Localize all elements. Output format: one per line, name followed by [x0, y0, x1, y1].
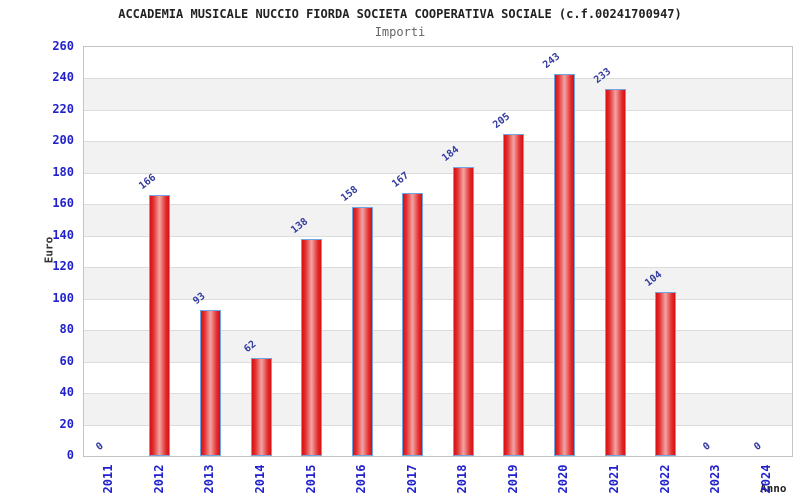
plot-band: [84, 78, 792, 110]
x-tick-label-2022: 2022: [658, 464, 672, 494]
plot-band: [84, 236, 792, 267]
bar-2018: [453, 167, 474, 456]
plot-band: [84, 204, 792, 236]
y-tick-label: 240: [52, 70, 74, 84]
x-tick-label-2011: 2011: [101, 464, 115, 494]
chart-title: ACCADEMIA MUSICALE NUCCIO FIORDA SOCIETA…: [118, 7, 682, 21]
x-tick-label-2016: 2016: [354, 464, 368, 494]
bar-2019: [503, 134, 524, 456]
bar-2015: [301, 239, 322, 456]
y-tick-label: 120: [52, 259, 74, 273]
bar-2016: [352, 207, 373, 456]
y-tick-label: 160: [52, 196, 74, 210]
x-tick-label-2012: 2012: [152, 464, 166, 494]
x-tick-label-2023: 2023: [708, 464, 722, 494]
y-tick-label: 260: [52, 39, 74, 53]
x-tick-label-2018: 2018: [455, 464, 469, 494]
y-tick-label: 60: [59, 354, 74, 368]
y-tick-label: 220: [52, 102, 74, 116]
plot-band: [84, 393, 792, 425]
plot-band: [84, 173, 792, 204]
x-tick-label-2014: 2014: [253, 464, 267, 494]
plot-band: [84, 362, 792, 393]
plot-band: [84, 267, 792, 299]
x-tick-label-2020: 2020: [556, 464, 570, 494]
plot-band: [84, 141, 792, 173]
plot-band: [84, 47, 792, 78]
y-tick-label: 140: [52, 228, 74, 242]
bar-2017: [402, 193, 423, 456]
plot-band: [84, 110, 792, 141]
bar-2021: [605, 89, 626, 456]
bar-2014: [251, 358, 272, 456]
x-axis-title: Anno: [760, 482, 787, 495]
plot-band: [84, 330, 792, 362]
plot-band: [84, 299, 792, 330]
chart-subtitle: Importi: [374, 25, 426, 39]
bar-2012: [149, 195, 170, 456]
x-tick-label-2017: 2017: [405, 464, 419, 494]
x-tick-label-2019: 2019: [506, 464, 520, 494]
y-tick-label: 100: [52, 291, 74, 305]
bar-2013: [200, 310, 221, 456]
x-tick-label-2013: 2013: [202, 464, 216, 494]
bar-2020: [554, 74, 575, 456]
x-tick-label-2015: 2015: [304, 464, 318, 494]
y-tick-label: 200: [52, 133, 74, 147]
y-tick-label: 40: [59, 385, 74, 399]
x-tick-label-2021: 2021: [607, 464, 621, 494]
bar-2022: [655, 292, 676, 456]
plot-area: 0 166 93 62 138 158 167 184 205 243 233 104 0 0: [83, 46, 793, 457]
y-tick-label: 0: [66, 448, 74, 462]
y-tick-label: 20: [59, 417, 74, 431]
x-tick-label-2024: 2024: [759, 464, 773, 494]
plot-band: [84, 425, 792, 456]
y-tick-label: 80: [59, 322, 74, 336]
y-tick-label: 180: [52, 165, 74, 179]
